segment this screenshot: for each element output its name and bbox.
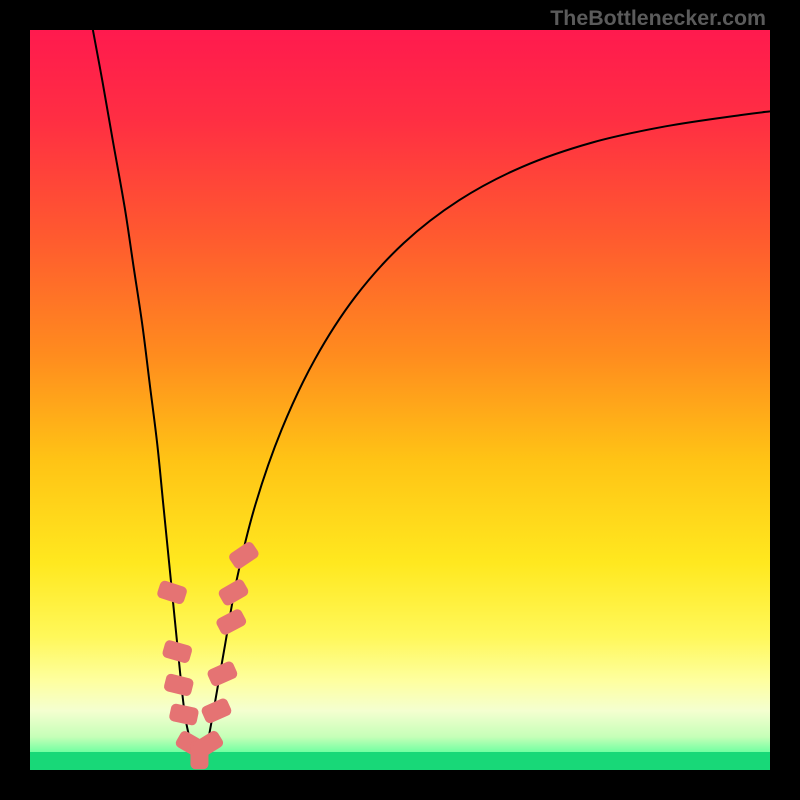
data-marker [161,639,193,664]
curve-right-branch [206,111,770,751]
data-marker [163,673,195,697]
data-marker [200,697,233,725]
data-marker [215,607,248,636]
data-marker [227,540,260,571]
data-marker [217,578,250,608]
chart-svg [30,30,770,770]
plot-area [30,30,770,770]
data-marker [168,703,199,726]
data-marker [206,660,239,688]
watermark-text: TheBottlenecker.com [550,6,766,31]
data-marker [156,580,188,606]
outer-frame: TheBottlenecker.com [0,0,800,800]
